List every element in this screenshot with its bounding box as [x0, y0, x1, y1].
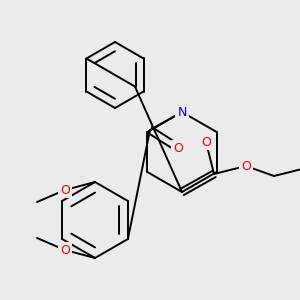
Text: O: O [60, 244, 70, 256]
Text: O: O [60, 184, 70, 196]
Text: O: O [173, 142, 183, 154]
Text: N: N [177, 106, 187, 118]
Text: O: O [201, 136, 211, 148]
Text: O: O [241, 160, 251, 172]
